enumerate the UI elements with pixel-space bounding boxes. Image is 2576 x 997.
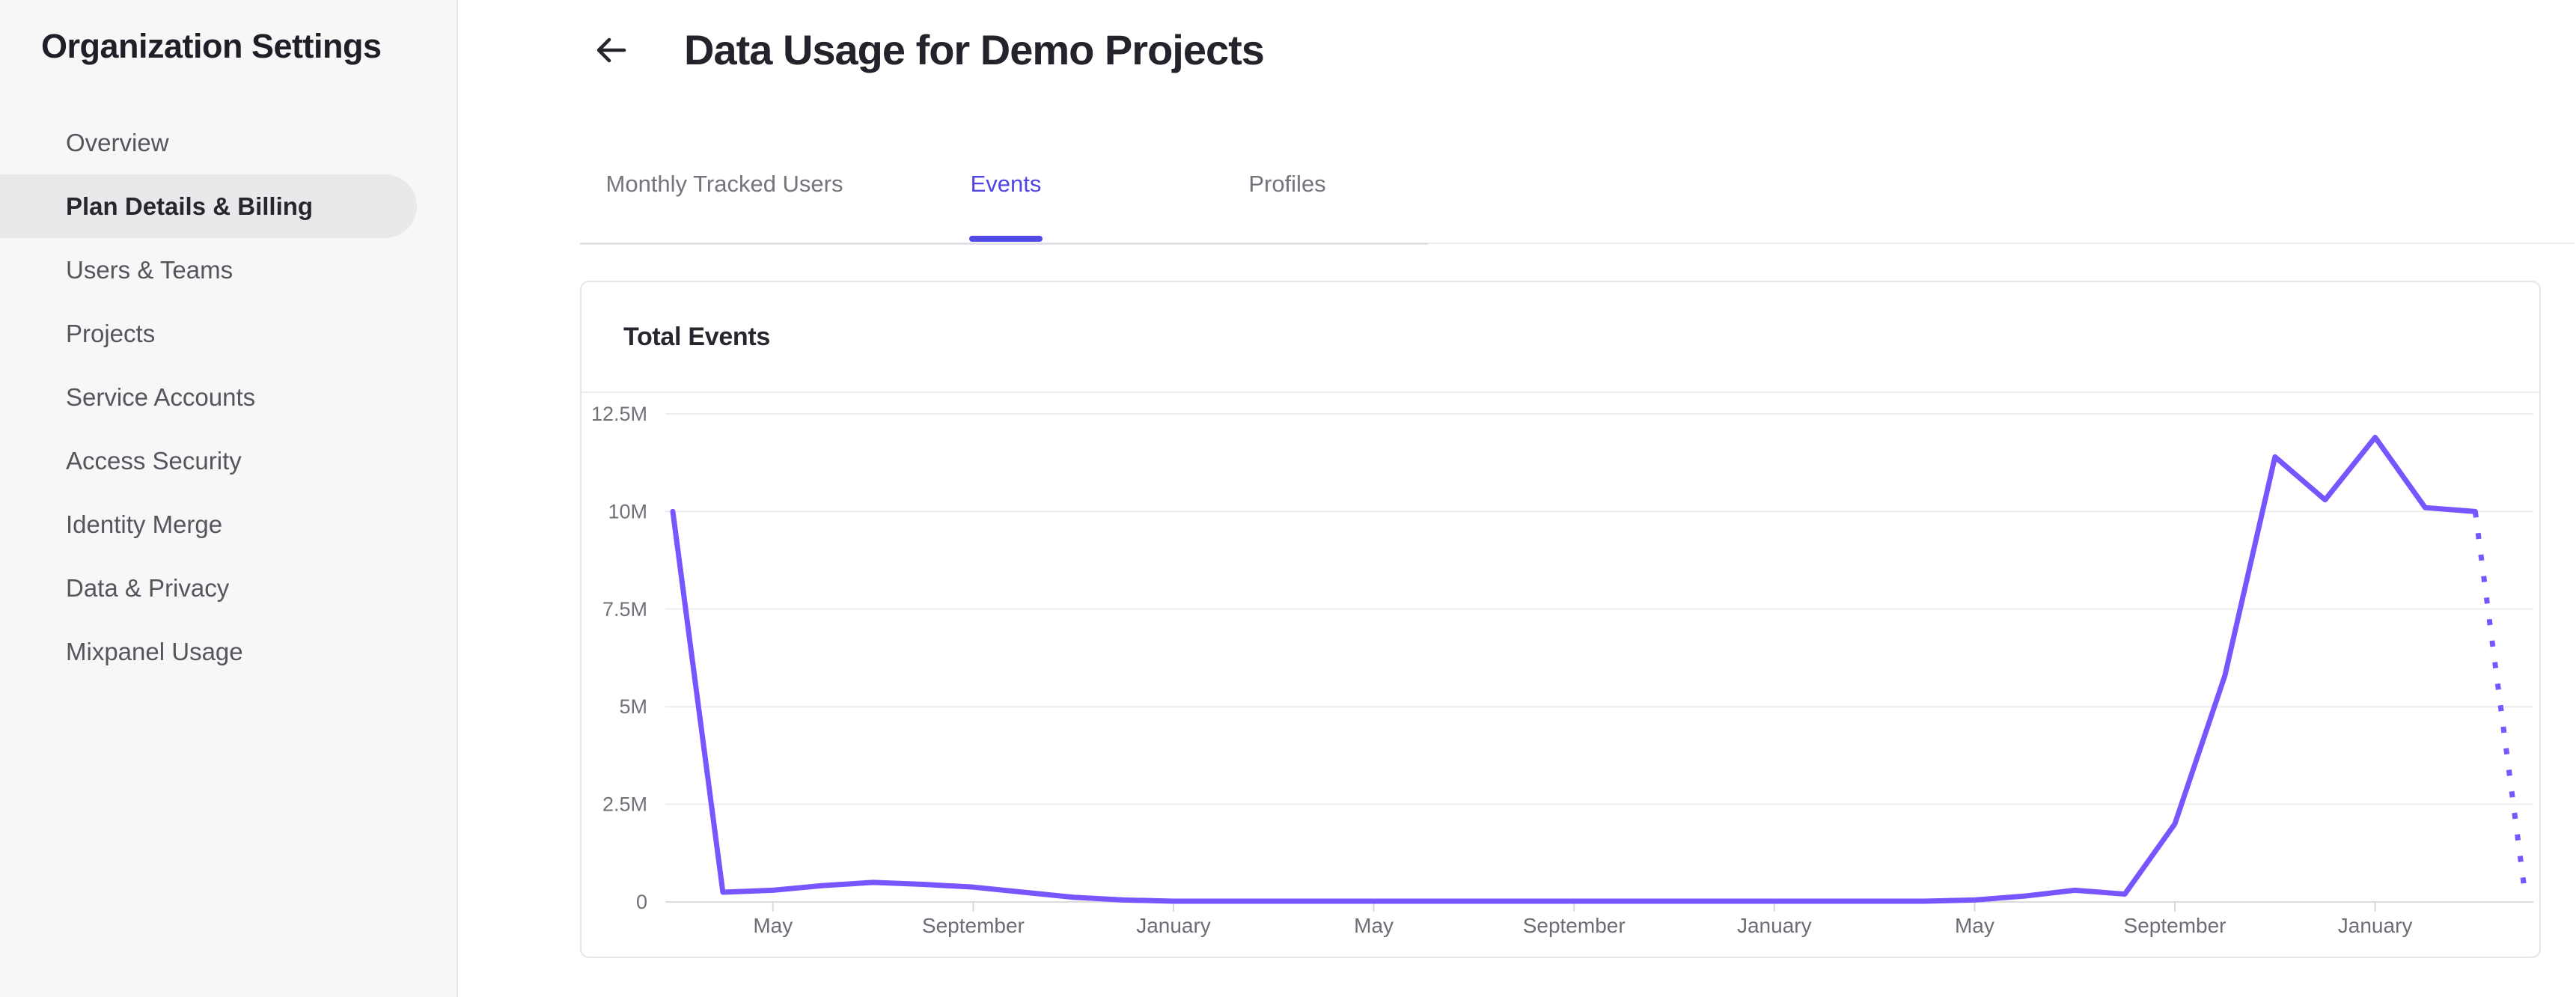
sidebar-item-projects[interactable]: Projects [66, 319, 156, 347]
tab-bar: Monthly Tracked Users Events Profiles [584, 159, 1428, 242]
tab-events[interactable]: Events [968, 171, 1043, 242]
tab-monthly-tracked-users[interactable]: Monthly Tracked Users [605, 171, 843, 197]
arrow-left-icon [591, 31, 630, 72]
sidebar-title: Organization Settings [41, 27, 382, 65]
card-header: Total Events [582, 282, 2539, 393]
tabs-divider [580, 243, 2575, 244]
events-line-projection-dotted [2472, 510, 2528, 897]
y-axis-tick-label: 5M [619, 695, 647, 718]
total-events-card: Total Events 12.5M 10M 7.5M 5M 2.5M 0 May Septe… [580, 281, 2541, 958]
sidebar-item-access-security[interactable]: Access Security [66, 446, 242, 475]
tabs-divider-active-region [580, 243, 1428, 245]
sidebar-nav: Overview Plan Details & Billing Users & … [0, 111, 458, 683]
sidebar-item-service-accounts[interactable]: Service Accounts [66, 382, 256, 411]
sidebar-item-mixpanel-usage[interactable]: Mixpanel Usage [66, 637, 243, 665]
x-axis-tick-label: September [2124, 914, 2226, 937]
x-axis-tick-label: January [1737, 914, 1812, 937]
total-events-chart: 12.5M 10M 7.5M 5M 2.5M 0 May September January Ma… [591, 403, 2533, 937]
back-button[interactable] [590, 30, 632, 72]
x-axis-tick-label: September [922, 914, 1025, 937]
x-axis-tick-label: May [1955, 914, 1994, 937]
sidebar-item-identity-merge[interactable]: Identity Merge [66, 510, 223, 538]
y-axis-tick-label: 7.5M [602, 598, 647, 621]
y-axis-tick-label: 12.5M [591, 403, 647, 425]
x-axis-tick-label: January [1136, 914, 1211, 937]
card-title: Total Events [623, 322, 771, 351]
x-axis-tick-label: January [2338, 914, 2413, 937]
sidebar-item-users-teams[interactable]: Users & Teams [66, 255, 234, 284]
x-axis-tick-label: May [1354, 914, 1394, 937]
tab-profiles[interactable]: Profiles [1248, 171, 1326, 197]
sidebar-item-plan-details-billing[interactable]: Plan Details & Billing [0, 174, 417, 238]
sidebar-item-data-privacy[interactable]: Data & Privacy [66, 573, 230, 602]
y-axis-tick-label: 2.5M [602, 793, 647, 816]
events-line-series [670, 434, 2478, 904]
page-title: Data Usage for Demo Projects [684, 26, 1265, 73]
y-axis-tick-label: 0 [636, 891, 647, 913]
sidebar-item-overview[interactable]: Overview [66, 128, 169, 156]
x-axis-tick-label: May [753, 914, 793, 937]
y-axis-tick-label: 10M [608, 500, 647, 522]
x-axis-tick-label: September [1523, 914, 1626, 937]
sidebar: Organization Settings Overview Plan Deta… [0, 0, 458, 997]
